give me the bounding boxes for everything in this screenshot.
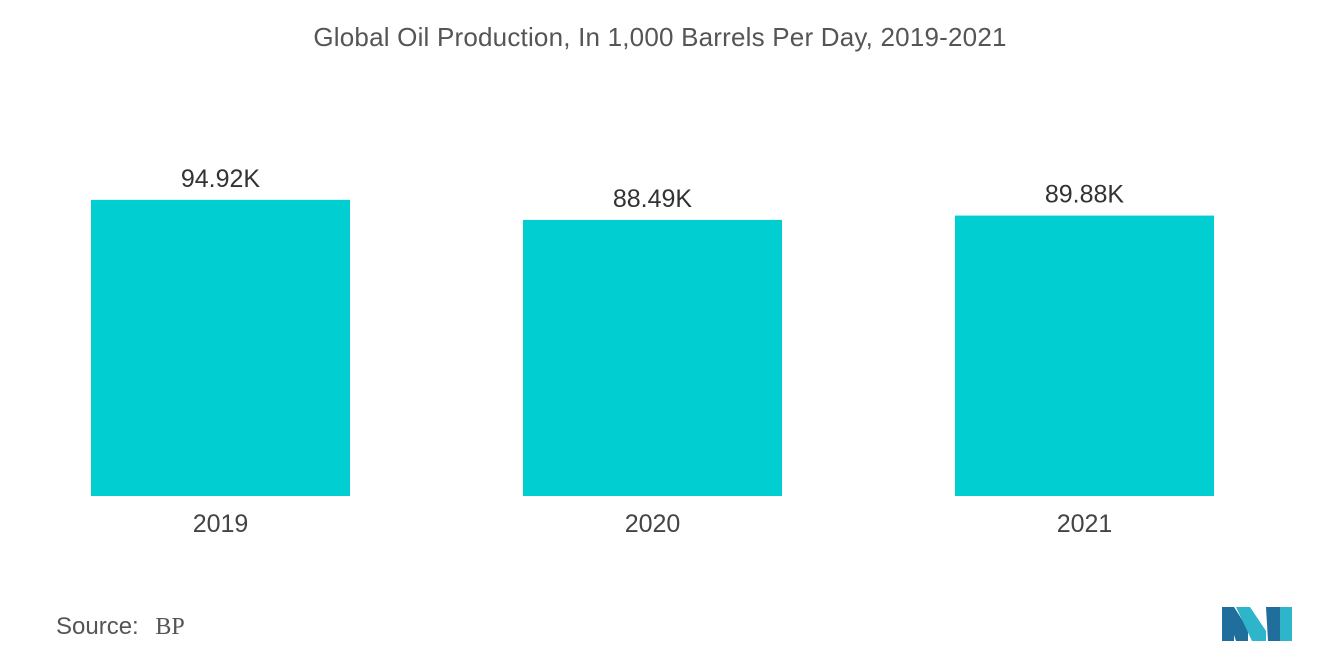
bar-2021: [955, 215, 1214, 496]
data-label-2020: 88.49K: [613, 185, 693, 213]
x-tick-label-2019: 2019: [193, 510, 249, 538]
bar-2020: [523, 219, 782, 496]
brand-logo-icon: [1222, 607, 1292, 641]
source-note: Source: BP: [56, 613, 185, 641]
bar-2019: [91, 199, 350, 496]
data-label-2019: 94.92K: [181, 165, 261, 193]
source-label: Source:: [56, 613, 139, 640]
x-tick-label-2021: 2021: [1057, 510, 1113, 538]
chart-title: Global Oil Production, In 1,000 Barrels …: [313, 22, 1007, 52]
data-label-2021: 89.88K: [1045, 181, 1125, 209]
x-tick-label-2020: 2020: [625, 510, 681, 538]
source-value: BP: [155, 614, 185, 640]
